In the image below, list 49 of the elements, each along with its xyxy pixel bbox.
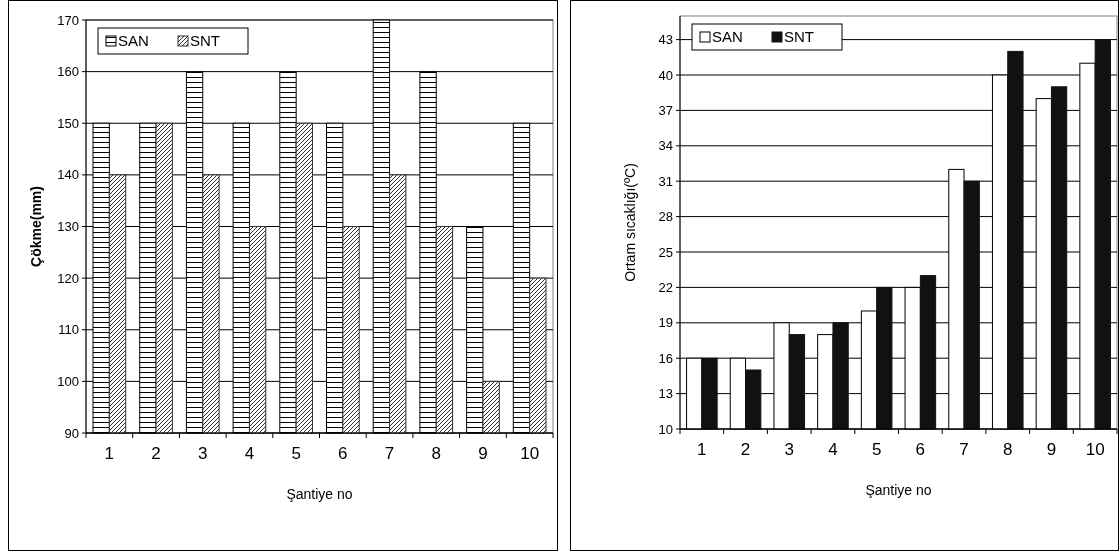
legend-label: SNT <box>190 32 220 50</box>
x-tick-label: 4 <box>828 440 838 459</box>
y-tick-label: 110 <box>58 322 79 338</box>
y-tick-label: 130 <box>57 219 79 235</box>
x-tick-label: 2 <box>740 440 751 459</box>
y-tick-label: 90 <box>64 425 79 441</box>
x-tick-label: 8 <box>431 444 441 463</box>
y-tick-label: 40 <box>658 67 673 83</box>
y-tick-label: 43 <box>658 32 673 48</box>
legend-label: SNT <box>784 28 814 46</box>
x-tick-label: 10 <box>1085 440 1105 459</box>
y-tick-label: 120 <box>57 270 79 286</box>
y-tick-label: 37 <box>658 102 673 118</box>
x-tick-label: 9 <box>478 444 488 463</box>
x-tick-label: 1 <box>697 440 707 459</box>
y-tick-label: 170 <box>57 12 79 28</box>
y-tick-label: 31 <box>658 173 673 189</box>
x-tick-label: 9 <box>1046 440 1057 459</box>
x-axis-title: Şantiye no <box>865 482 932 498</box>
x-tick-label: 5 <box>871 440 882 459</box>
x-tick-label: 3 <box>784 440 794 459</box>
x-tick-label: 4 <box>244 444 255 463</box>
y-tick-label: 19 <box>658 315 673 331</box>
x-tick-label: 7 <box>959 440 969 459</box>
legend-label: SAN <box>712 28 743 46</box>
legend-label: SAN <box>118 32 149 50</box>
x-tick-label: 2 <box>151 444 161 463</box>
y-tick-label: 13 <box>658 386 673 402</box>
x-tick-label: 5 <box>291 444 301 463</box>
y-axis-title: Ortam sıcaklığı(ºC) <box>622 163 638 282</box>
y-tick-label: 34 <box>658 138 673 154</box>
x-tick-label: 7 <box>384 444 395 463</box>
y-tick-label: 160 <box>57 64 79 80</box>
y-tick-label: 16 <box>658 350 673 366</box>
x-tick-label: 6 <box>915 440 926 459</box>
y-tick-label: 22 <box>658 279 673 295</box>
y-axis-title: Çökme(mm) <box>28 186 44 267</box>
x-tick-label: 3 <box>198 444 208 463</box>
y-tick-label: 100 <box>57 373 79 389</box>
y-tick-label: 140 <box>57 167 79 183</box>
y-tick-label: 10 <box>658 421 673 437</box>
y-tick-label: 28 <box>658 209 673 225</box>
x-tick-label: 10 <box>520 444 540 463</box>
y-tick-label: 25 <box>658 244 673 260</box>
x-axis-title: Şantiye no <box>286 486 353 502</box>
x-tick-label: 6 <box>338 444 348 463</box>
x-tick-label: 1 <box>104 444 115 463</box>
x-tick-label: 8 <box>1003 440 1013 459</box>
y-tick-label: 150 <box>57 115 79 131</box>
